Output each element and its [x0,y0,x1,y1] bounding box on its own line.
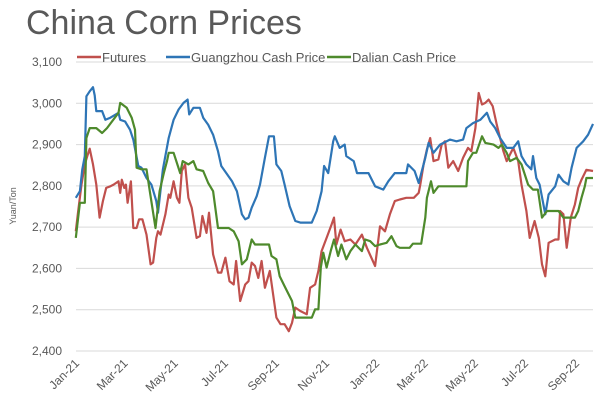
y-axis-ticks: 2,400 2,500 2,600 2,700 2,800 2,900 3,000 3,100 [32,55,62,358]
y-tick-label: 2,400 [32,344,62,358]
y-tick-label: 3,000 [32,96,62,110]
legend-label: Futures [102,50,147,65]
y-tick-label: 2,900 [32,138,62,152]
y-tick-label: 3,100 [32,55,62,69]
x-tick-label: Nov-21 [295,356,332,393]
x-tick-label: Jul-21 [198,356,231,389]
chart-title: China Corn Prices [26,4,302,42]
x-tick-label: May-21 [143,356,181,394]
legend-label: Guangzhou Cash Price [191,50,325,65]
legend-label: Dalian Cash Price [352,50,456,65]
series-line-dalian-cash-price [74,101,593,319]
x-axis-ticks: Jan-21 Mar-21 May-21 Jul-21 Sep-21 Nov-21 Jan-… [46,356,582,394]
legend-item: Dalian Cash Price [327,50,456,65]
x-tick-label: Mar-22 [394,356,431,393]
y-tick-label: 2,800 [32,179,62,193]
legend: Futures Guangzhou Cash Price Dalian Cash P… [77,50,456,65]
x-tick-label: May-22 [443,356,481,394]
x-tick-label: Jul-22 [498,356,531,389]
legend-item: Futures [77,50,147,65]
y-tick-label: 2,700 [32,220,62,234]
x-tick-label: Sep-21 [245,356,282,393]
legend-item: Guangzhou Cash Price [166,50,325,65]
gridlines [76,61,593,352]
y-tick-label: 2,600 [32,261,62,275]
y-tick-label: 2,500 [32,303,62,317]
x-tick-label: Mar-21 [94,356,131,393]
series-line-futures [74,91,594,333]
x-tick-label: Sep-22 [545,356,582,393]
series-lines [74,86,595,333]
x-tick-label: Jan-22 [346,356,382,392]
y-axis-label: Yuan/Ton [8,187,18,225]
x-tick-label: Jan-21 [46,356,82,392]
